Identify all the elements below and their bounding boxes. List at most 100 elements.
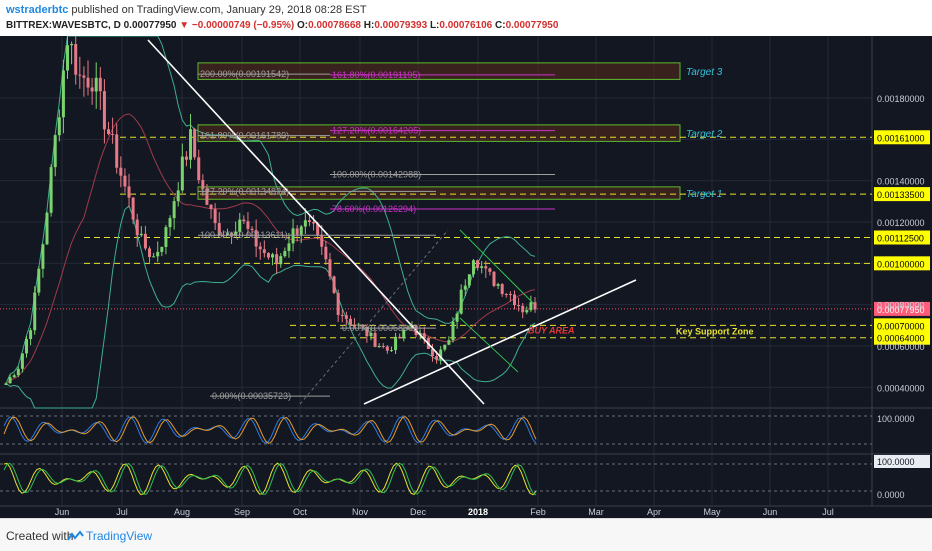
candle-body [344,315,348,319]
last-price: 0.00077950 [123,20,177,31]
fib-level-label: 0.00%(0.00068662) [342,323,421,333]
price-label-bg [874,230,930,245]
target-label: Target 2 [686,129,723,140]
x-tick-label: 2018 [468,507,488,517]
candle-body [139,233,143,236]
candle-body [41,244,45,269]
candle-body [340,314,344,316]
candle-body [152,256,156,258]
candle-body [266,253,270,258]
chart-header: wstraderbtc published on TradingView.com… [0,0,932,36]
candle-body [16,368,20,376]
candle-body [111,133,115,135]
candle-body [217,223,221,236]
candle-body [459,289,463,314]
x-tick-label: Jun [763,507,778,517]
y-tick-label: 0.00120000 [877,218,925,228]
candle-body [197,157,201,181]
candle-body [221,235,225,237]
published-text: published on TradingView.com, January 29… [71,4,367,16]
candle-body [33,292,37,331]
x-tick-label: Jun [55,507,70,517]
author-link[interactable]: wstraderbtc [6,4,69,16]
candle-body [283,251,287,257]
candle-body [525,310,529,313]
candle-body [332,276,336,293]
candle-body [102,91,106,130]
stoch-k-line [3,416,537,444]
candle-body [238,219,242,232]
candle-body [476,260,480,268]
candle-body [201,180,205,189]
candle-body [439,349,443,360]
chart-area[interactable]: 200.00%(0.00191542) 161.80%(0.00191195) 12… [0,29,932,518]
candle-body [246,221,250,229]
x-tick-label: May [703,507,721,517]
down-arrow-icon: ▼ [179,20,190,31]
candle-body [435,356,439,360]
channel-line [459,317,519,373]
candle-body [230,233,234,236]
candle-body [500,284,504,294]
x-tick-label: Jul [116,507,128,517]
candle-body [53,135,57,168]
candle-body [66,45,70,71]
stoch-d-line [3,416,537,444]
descending-trendline [147,39,485,405]
candle-body [37,268,41,293]
x-tick-label: Mar [588,507,604,517]
fib-level-label: 100.00%(0.00142988) [332,169,421,179]
channel-line [459,229,535,305]
fib-level-label: 100.00%(0.00113611) [200,230,288,240]
candle-body [94,77,98,92]
osc1-level-label: 100.0000 [877,414,915,424]
candle-body [180,156,184,191]
high-value: 0.00079393 [374,20,428,31]
x-tick-label: Apr [647,507,661,517]
fib-level-label: 78.60%(0.00126294) [332,204,416,214]
candle-body [353,324,357,326]
x-tick-label: Oct [293,507,308,517]
y-tick-label: 0.00180000 [877,94,925,104]
x-tick-label: Dec [410,507,427,517]
candle-body [205,188,209,205]
symbol-line: BITTREX:WAVESBTC, D 0.00077950 ▼ −0.0000… [6,20,558,31]
candle-body [357,324,361,326]
candle-body [135,219,139,236]
candle-body [398,336,402,339]
publish-line: wstraderbtc published on TradingView.com… [6,4,367,16]
candle-body [168,218,172,228]
price-label-bg [874,330,930,345]
candle-body [271,254,275,258]
candle-body [480,266,484,268]
fib-level-label: 127.20%(0.00164205) [332,126,421,136]
candle-body [123,175,127,187]
price-level-label: 0.00100000 [877,259,925,269]
candle-body [213,209,217,224]
candle-body [262,249,266,254]
y-tick-label: 0.00080000 [877,301,925,311]
candle-body [86,77,90,88]
candle-body [455,313,459,322]
candle-body [508,294,512,296]
candle-body [488,268,492,272]
key-support-label: Key Support Zone [676,327,754,337]
candle-body [250,228,254,231]
candle-body [291,228,295,244]
low-label: L: [429,20,440,31]
candle-body [492,271,496,286]
candle-body [115,134,119,168]
candle-body [12,375,16,378]
candle-body [312,221,316,224]
candle-body [98,77,102,92]
tradingview-brand-link[interactable]: TradingView [86,529,153,543]
y-tick-label: 0.00060000 [877,342,925,352]
candle-body [279,256,283,265]
open-value: 0.00078668 [308,20,361,31]
price-chart[interactable]: 200.00%(0.00191542) 161.80%(0.00191195) 12… [0,29,932,518]
symbol-label: BITTREX:WAVESBTC, D [6,20,121,31]
x-tick-label: Aug [174,507,190,517]
candle-body [402,329,406,339]
candle-body [156,251,160,257]
candle-body [287,243,291,252]
